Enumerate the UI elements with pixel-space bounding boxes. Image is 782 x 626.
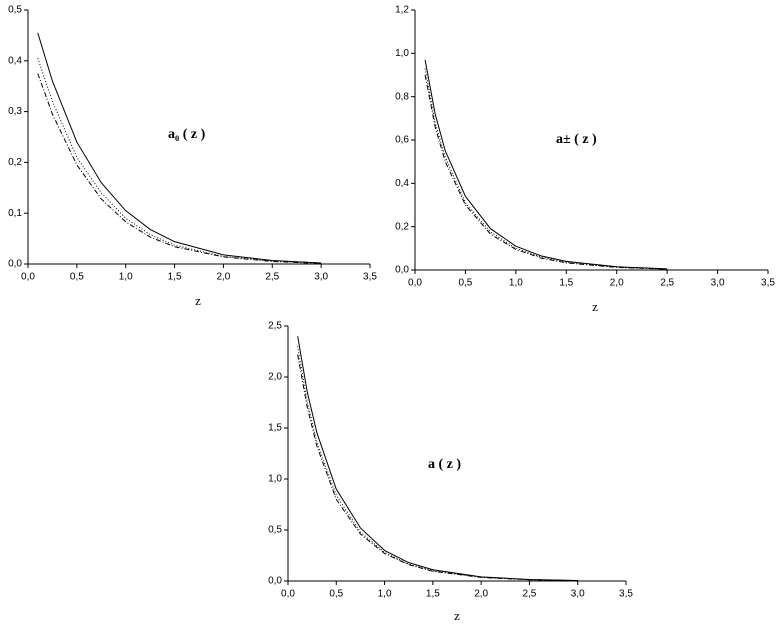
y-tick-label: 0,5 <box>268 525 282 536</box>
x-tick-label: 3,5 <box>363 272 377 283</box>
x-tick-label: 0,5 <box>329 589 343 600</box>
y-tick-label: 0,6 <box>395 135 409 146</box>
x-tick-label: 1,5 <box>426 589 440 600</box>
series-line <box>297 336 578 581</box>
y-tick-label: 0,8 <box>395 91 409 102</box>
y-tick-label: 2,0 <box>268 372 282 383</box>
series-line <box>424 68 668 270</box>
y-tick-label: 0,2 <box>395 221 409 232</box>
y-tick-label: 0,4 <box>395 178 409 189</box>
y-tick-label: 0,0 <box>268 576 282 587</box>
y-tick-label: 0,3 <box>8 106 22 117</box>
y-tick-label: 0,4 <box>8 55 22 66</box>
x-tick-label: 2,0 <box>474 589 488 600</box>
x-tick-label: 3,5 <box>619 589 633 600</box>
x-tick-label: 2,0 <box>216 272 230 283</box>
x-tick-label: 3,0 <box>571 589 585 600</box>
y-tick-label: 0,0 <box>395 265 409 276</box>
x-tick-label: 0,0 <box>281 589 295 600</box>
x-tick-label: 3,0 <box>711 278 725 289</box>
y-tick-label: 0,2 <box>8 157 22 168</box>
y-tick-label: 0,0 <box>8 259 22 270</box>
x-tick-label: 3,0 <box>314 272 328 283</box>
annotation: a₀ ( z ) <box>168 127 206 142</box>
series-line <box>37 58 322 264</box>
series-line <box>37 73 322 264</box>
x-tick-label: 0,5 <box>70 272 84 283</box>
y-tick-label: 0,5 <box>8 5 22 16</box>
y-tick-label: 1,0 <box>395 48 409 59</box>
x-tick-label: 2,5 <box>522 589 536 600</box>
x-tick-label: 2,5 <box>265 272 279 283</box>
x-tick-label: 1,0 <box>378 589 392 600</box>
y-tick-label: 1,0 <box>268 474 282 485</box>
x-tick-label: 1,5 <box>168 272 182 283</box>
series-line <box>37 32 322 264</box>
series-line <box>424 74 668 270</box>
x-axis-label: z <box>454 608 460 623</box>
series-line <box>297 346 578 582</box>
x-tick-label: 1,0 <box>119 272 133 283</box>
x-tick-label: 1,0 <box>509 278 523 289</box>
annotation: a± ( z ) <box>556 132 597 147</box>
y-tick-label: 0,1 <box>8 208 22 219</box>
y-tick-label: 1,2 <box>395 5 409 16</box>
x-tick-label: 1,5 <box>559 278 573 289</box>
y-tick-label: 2,5 <box>268 321 282 332</box>
x-tick-label: 0,5 <box>458 278 472 289</box>
x-tick-label: 0,0 <box>21 272 35 283</box>
series-line <box>297 354 578 582</box>
x-axis-label: z <box>592 299 598 314</box>
x-tick-label: 3,5 <box>761 278 775 289</box>
x-tick-label: 2,0 <box>610 278 624 289</box>
annotation: a ( z ) <box>428 457 461 472</box>
x-tick-label: 2,5 <box>660 278 674 289</box>
y-tick-label: 1,5 <box>268 423 282 434</box>
series-line <box>424 59 668 270</box>
x-tick-label: 0,0 <box>408 278 422 289</box>
x-axis-label: z <box>195 293 201 308</box>
